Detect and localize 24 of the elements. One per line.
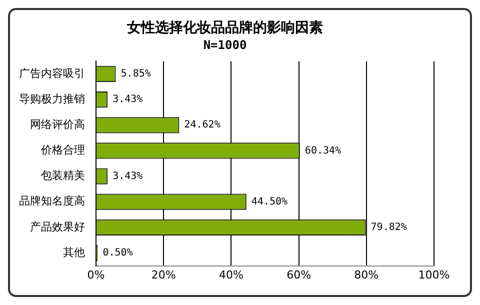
y-tick-label: 包装精美 [41,169,85,182]
y-tick-label: 品牌知名度高 [19,194,85,208]
y-tick-label: 价格合理 [40,144,85,157]
data-label: 5.85% [120,68,151,80]
data-label: 0.50% [102,248,133,259]
x-tick-label: 0% [87,268,105,282]
data-label: 24.62% [184,120,220,131]
data-label: 44.50% [251,196,288,208]
y-tick-label: 导购极力推销 [19,92,85,106]
y-tick-label: 产品效果好 [30,220,85,234]
data-label: 3.43% [112,94,143,106]
data-label: 60.34% [304,145,342,156]
x-tick-label: 80% [354,268,379,282]
y-tick-label: 其他 [63,246,85,259]
chart-title: 女性选择化妆品品牌的影响因素 [126,20,323,36]
chart-subtitle: N=1000 [203,38,247,52]
y-tick-label: 网络评价高 [30,118,85,131]
x-tick-label: 100% [418,268,450,282]
y-tick-label: 广告内容吸引 [19,66,85,80]
data-label: 3.43% [112,170,143,182]
data-label: 79.82% [370,222,407,234]
x-tick-label: 40% [218,268,244,282]
x-tick-label: 20% [151,268,176,282]
x-tick-label: 60% [286,268,312,282]
